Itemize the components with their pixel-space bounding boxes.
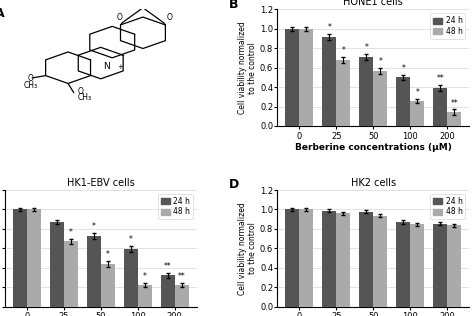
Text: *: * [106,250,109,259]
Bar [374,71,387,126]
Text: *: * [378,57,382,66]
Bar [433,88,447,126]
Text: *: * [69,228,73,237]
Bar [100,264,115,307]
Text: **: ** [450,99,458,107]
Bar [396,77,410,126]
Bar [447,112,461,126]
Bar [161,276,174,307]
Text: *: * [401,64,405,73]
Text: **: ** [178,272,185,281]
Text: CH₃: CH₃ [23,81,37,90]
Y-axis label: Cell viability normalized
to the control: Cell viability normalized to the control [238,202,257,295]
Bar [433,223,447,307]
Text: O: O [78,87,83,96]
Legend: 24 h, 48 h: 24 h, 48 h [430,194,465,220]
Bar [447,225,461,307]
Title: HONE1 cells: HONE1 cells [343,0,403,7]
Text: N: N [103,62,110,71]
Text: *: * [143,272,146,281]
Bar [322,211,337,307]
Title: HK2 cells: HK2 cells [351,178,396,188]
Bar [410,101,424,126]
Text: +: + [117,64,123,70]
Bar [124,249,137,307]
X-axis label: Berberine concentrations (μM): Berberine concentrations (μM) [295,143,452,152]
Bar [396,222,410,307]
Legend: 24 h, 48 h: 24 h, 48 h [158,194,193,220]
Title: HK1-EBV cells: HK1-EBV cells [67,178,135,188]
Text: O: O [166,13,172,22]
Text: *: * [415,88,419,97]
Bar [374,216,387,307]
Text: B: B [229,0,239,11]
Bar [285,29,300,126]
Bar [300,210,313,307]
Text: *: * [365,43,368,52]
Text: *: * [128,235,133,244]
Text: *: * [328,23,331,32]
Bar [359,57,374,126]
Bar [13,210,27,307]
Text: O: O [27,74,33,83]
Bar [27,210,41,307]
Bar [50,222,64,307]
Bar [410,224,424,307]
Bar [300,29,313,126]
Text: *: * [92,222,96,231]
Text: CH₃: CH₃ [78,93,92,102]
Bar [337,60,350,126]
Legend: 24 h, 48 h: 24 h, 48 h [430,13,465,39]
Bar [322,37,337,126]
Text: O: O [117,13,122,22]
Text: A: A [0,7,5,20]
Text: D: D [229,179,239,191]
Bar [137,285,152,307]
Bar [87,236,100,307]
Bar [174,285,189,307]
Bar [359,212,374,307]
Y-axis label: Cell viability normalized
to the control: Cell viability normalized to the control [238,21,257,114]
Text: **: ** [164,262,172,270]
Text: **: ** [436,74,444,83]
Bar [285,210,300,307]
Bar [337,213,350,307]
Bar [64,241,78,307]
Text: *: * [341,46,346,55]
